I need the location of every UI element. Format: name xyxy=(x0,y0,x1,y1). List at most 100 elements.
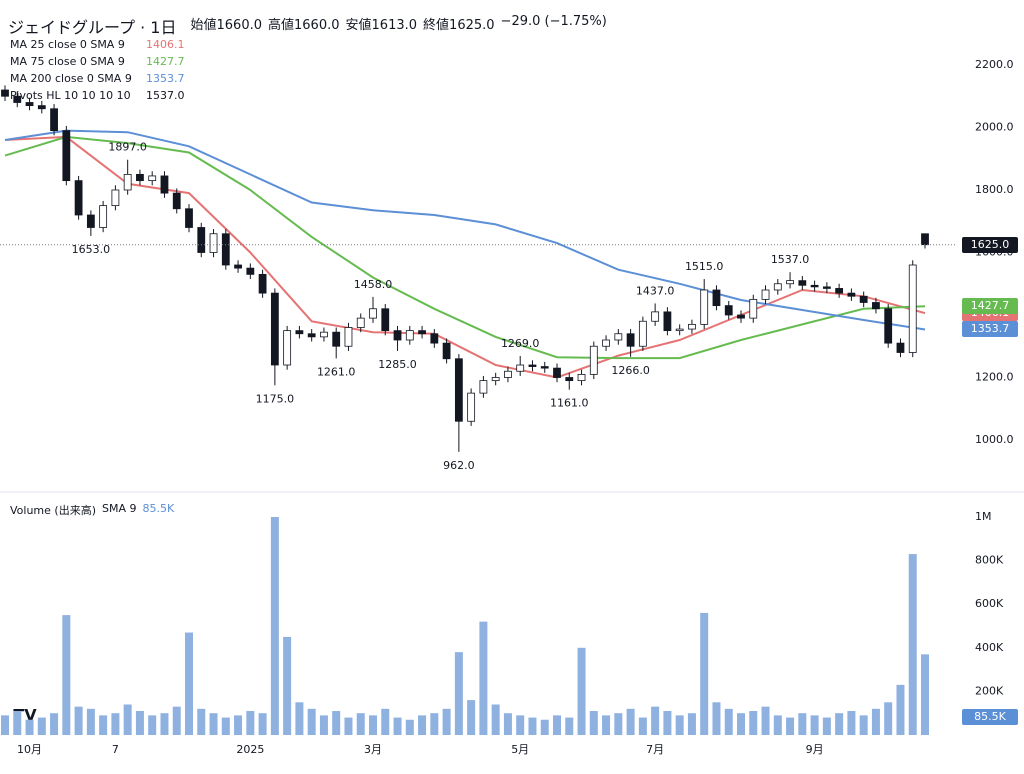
volume-bar xyxy=(307,708,316,735)
ma-name: MA 75 close 0 SMA 9 xyxy=(10,55,125,68)
volume-bar xyxy=(479,621,488,735)
candle-body xyxy=(663,311,672,332)
volume-bar xyxy=(270,517,279,735)
volume-bar xyxy=(62,615,71,735)
volume-bar xyxy=(123,704,132,735)
pivots-legend: Pivots HL 10 10 10 10 1537.0 xyxy=(10,89,185,102)
candle-body xyxy=(921,233,929,246)
candle-body xyxy=(565,377,574,382)
volume-bar xyxy=(185,632,193,735)
volume-bar xyxy=(577,647,586,735)
candle-body xyxy=(295,330,304,335)
candle-body xyxy=(589,345,598,375)
volume-bar xyxy=(197,708,206,735)
candle-body xyxy=(528,364,537,367)
moving-average xyxy=(4,135,926,360)
pivot-label: 1261.0 xyxy=(317,365,356,378)
volume-bar xyxy=(344,717,353,735)
pivots-name: Pivots HL 10 10 10 10 xyxy=(10,89,131,102)
candle-body xyxy=(209,233,218,253)
candle-body xyxy=(442,342,451,360)
y-tick-label: 1000.0 xyxy=(975,433,1014,446)
ohlc-item: 終値1625.0 xyxy=(423,14,495,38)
price-label: 85.5K xyxy=(962,709,1018,725)
volume-bar xyxy=(884,702,893,735)
candle-body xyxy=(332,331,341,347)
volume-legend: Volume (出来高) SMA 9 85.5K xyxy=(10,502,174,518)
ma-legend: MA 75 close 0 SMA 9 1427.7 xyxy=(10,55,185,68)
candle-body xyxy=(614,333,623,341)
volume-bar xyxy=(86,708,95,735)
ma-legend: MA 25 close 0 SMA 9 1406.1 xyxy=(10,38,185,51)
candle-body xyxy=(344,327,353,347)
volume-bar xyxy=(148,715,157,735)
candle-body xyxy=(479,380,488,394)
volume-bar xyxy=(25,719,34,735)
candle-body xyxy=(773,283,782,291)
volume-bar xyxy=(454,652,463,735)
ohlc-value: 1613.0 xyxy=(371,18,418,33)
pivot-label: 1537.0 xyxy=(771,253,810,266)
volume-bar xyxy=(908,554,917,735)
ma-value: 1406.1 xyxy=(146,38,185,51)
candle-body xyxy=(675,328,684,332)
price-label: 1427.7 xyxy=(962,298,1018,315)
candle-body xyxy=(847,292,856,297)
candle-body xyxy=(700,289,709,325)
volume-tick-label: 1M xyxy=(975,510,992,523)
ma-legend: MA 200 close 0 SMA 9 1353.7 xyxy=(10,72,185,85)
volume-sma-name: SMA 9 xyxy=(102,502,137,515)
volume-bar xyxy=(258,713,267,735)
volume-sma-value: 85.5K xyxy=(142,502,175,515)
volume-tick-label: 400K xyxy=(975,641,1004,654)
volume-bar xyxy=(896,684,905,735)
volume-bar xyxy=(160,713,169,735)
volume-bar xyxy=(773,715,782,735)
volume-bar xyxy=(491,704,500,735)
volume-bar xyxy=(418,715,427,735)
volume-bar xyxy=(921,654,929,735)
ohlc-item: 高値1660.0 xyxy=(268,14,340,38)
volume-bar xyxy=(37,717,46,735)
ma-value: 1353.7 xyxy=(146,72,185,85)
candle-body xyxy=(454,358,463,422)
pivot-label: 1161.0 xyxy=(550,397,589,410)
candle-body xyxy=(369,308,377,319)
ohlc-label: 終値 xyxy=(423,18,450,33)
pivot-label: 1266.0 xyxy=(611,364,650,377)
pivot-label: 1437.0 xyxy=(636,284,675,297)
volume-tick-label: 600K xyxy=(975,597,1004,610)
volume-bar xyxy=(822,717,831,735)
volume-bar xyxy=(393,717,402,735)
candle-body xyxy=(356,317,365,328)
volume-bar xyxy=(135,711,144,735)
volume-tick-label: 800K xyxy=(975,554,1004,567)
candle-body xyxy=(74,180,83,216)
ohlc-item: 安値1613.0 xyxy=(346,14,418,38)
ma-value: 1427.7 xyxy=(146,55,185,68)
volume-bar xyxy=(74,706,83,735)
volume-bar xyxy=(319,715,328,735)
candle-body xyxy=(516,364,525,372)
x-tick-label: 9月 xyxy=(806,743,824,756)
price-label: 1625.0 xyxy=(962,236,1018,253)
volume-bar xyxy=(847,711,856,735)
candle-body xyxy=(234,264,242,269)
candle-body xyxy=(62,130,71,182)
volume-bar xyxy=(111,713,120,735)
pivot-label: 962.0 xyxy=(443,459,475,472)
candle-body xyxy=(37,105,46,110)
volume-bar xyxy=(798,713,807,735)
y-tick-label: 1200.0 xyxy=(975,371,1014,384)
candle-body xyxy=(577,373,586,382)
ohlc: 始値1660.0 高値1660.0 安値1613.0 終値1625.0 xyxy=(190,14,494,38)
candle-body xyxy=(99,205,108,228)
volume-bar xyxy=(503,713,512,735)
candle-body xyxy=(160,175,169,194)
y-tick-label: 2200.0 xyxy=(975,58,1014,71)
volume-bar xyxy=(835,713,844,735)
change: −29.0 (−1.75%) xyxy=(500,14,607,29)
candle-body xyxy=(651,311,660,322)
candle-body xyxy=(430,333,439,344)
volume-bar xyxy=(246,711,255,735)
